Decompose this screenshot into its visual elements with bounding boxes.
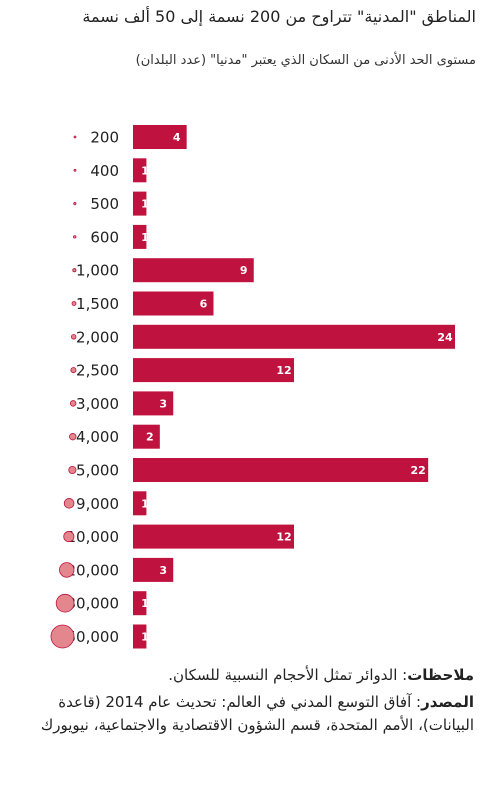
bar-value-label: 6	[200, 298, 208, 311]
bar	[133, 557, 174, 582]
population-circle-icon	[73, 168, 77, 172]
bar-value-label: 1	[141, 231, 149, 244]
y-tick-label: 4,000	[76, 428, 119, 446]
y-tick-label: 30,000	[67, 595, 120, 613]
y-tick-label: 20,000	[67, 561, 120, 579]
chart-subtitle: مستوى الحد الأدنى من السكان الذي يعتبر "…	[135, 53, 476, 68]
population-circle-icon	[70, 334, 77, 340]
y-tick-label: 50,000	[67, 628, 120, 646]
population-circle-icon	[71, 301, 77, 306]
source-text: : آفاق التوسع المدني في العالم: تحديث عا…	[40, 693, 474, 734]
population-circle-icon	[50, 624, 75, 649]
population-circle-icon	[69, 400, 77, 407]
population-circle-icon	[63, 531, 75, 543]
bar	[133, 191, 147, 216]
bar	[133, 224, 147, 249]
source-label: المصدر	[421, 693, 474, 711]
bar-value-label: 1	[141, 164, 149, 177]
y-tick-label: 1,500	[76, 295, 119, 313]
population-circle-icon	[69, 433, 77, 441]
bar	[133, 358, 294, 383]
bar	[133, 524, 294, 549]
bar	[133, 391, 174, 416]
bar	[133, 424, 160, 449]
population-circle-icon	[70, 367, 77, 374]
bar-value-label: 1	[141, 597, 149, 610]
y-tick-label: 2,500	[76, 362, 119, 380]
chart-title: المناطق "المدنية" تتراوح من 200 نسمة إلى…	[82, 7, 476, 26]
population-circle-icon	[73, 235, 77, 239]
y-tick-label: 2,000	[76, 328, 119, 346]
bar	[133, 291, 214, 316]
y-tick-label: 10,000	[67, 528, 120, 546]
y-tick-label: 400	[90, 162, 119, 180]
y-tick-label: 600	[90, 228, 119, 246]
chart-notes: ملاحظات: الدوائر تمثل الأحجام النسبية لل…	[12, 664, 474, 741]
bar-value-label: 1	[141, 198, 149, 211]
bar-value-label: 12	[276, 531, 291, 544]
bar-value-label: 12	[276, 364, 291, 377]
bar-chart: 420014001500160091,00061,500242,000122,5…	[50, 125, 455, 649]
population-circle-icon	[55, 593, 75, 613]
bar	[133, 624, 147, 649]
y-tick-label: 9,000	[76, 495, 119, 513]
y-tick-label: 5,000	[76, 462, 119, 480]
bar-value-label: 1	[141, 631, 149, 644]
bar	[133, 458, 429, 482]
bar	[133, 591, 147, 616]
bar-value-label: 3	[159, 397, 167, 410]
notes-label: ملاحظات	[407, 666, 474, 684]
bar-value-label: 1	[141, 497, 149, 510]
population-circle-icon	[72, 268, 77, 273]
y-tick-label: 500	[90, 195, 119, 213]
bar-value-label: 9	[240, 264, 248, 277]
population-circle-icon	[63, 498, 75, 509]
bar	[133, 125, 187, 149]
y-tick-label: 1,000	[76, 262, 119, 280]
bar-value-label: 24	[437, 331, 453, 344]
y-tick-label: 3,000	[76, 395, 119, 413]
population-circle-icon	[59, 562, 75, 578]
bar-value-label: 2	[146, 431, 154, 444]
bar-value-label: 4	[173, 131, 181, 144]
notes-paragraph: ملاحظات: الدوائر تمثل الأحجام النسبية لل…	[12, 664, 474, 687]
bar	[133, 491, 147, 516]
bar	[133, 324, 455, 349]
bar	[133, 258, 254, 283]
population-circle-icon	[73, 135, 77, 139]
source-paragraph: المصدر: آفاق التوسع المدني في العالم: تح…	[12, 691, 474, 737]
bar-value-label: 22	[411, 464, 426, 477]
population-circle-icon	[73, 202, 77, 206]
bar	[133, 158, 147, 183]
notes-text: : الدوائر تمثل الأحجام النسبية للسكان.	[168, 666, 408, 684]
population-circle-icon	[68, 465, 77, 475]
y-tick-label: 200	[90, 129, 119, 147]
bar-value-label: 3	[159, 564, 167, 577]
